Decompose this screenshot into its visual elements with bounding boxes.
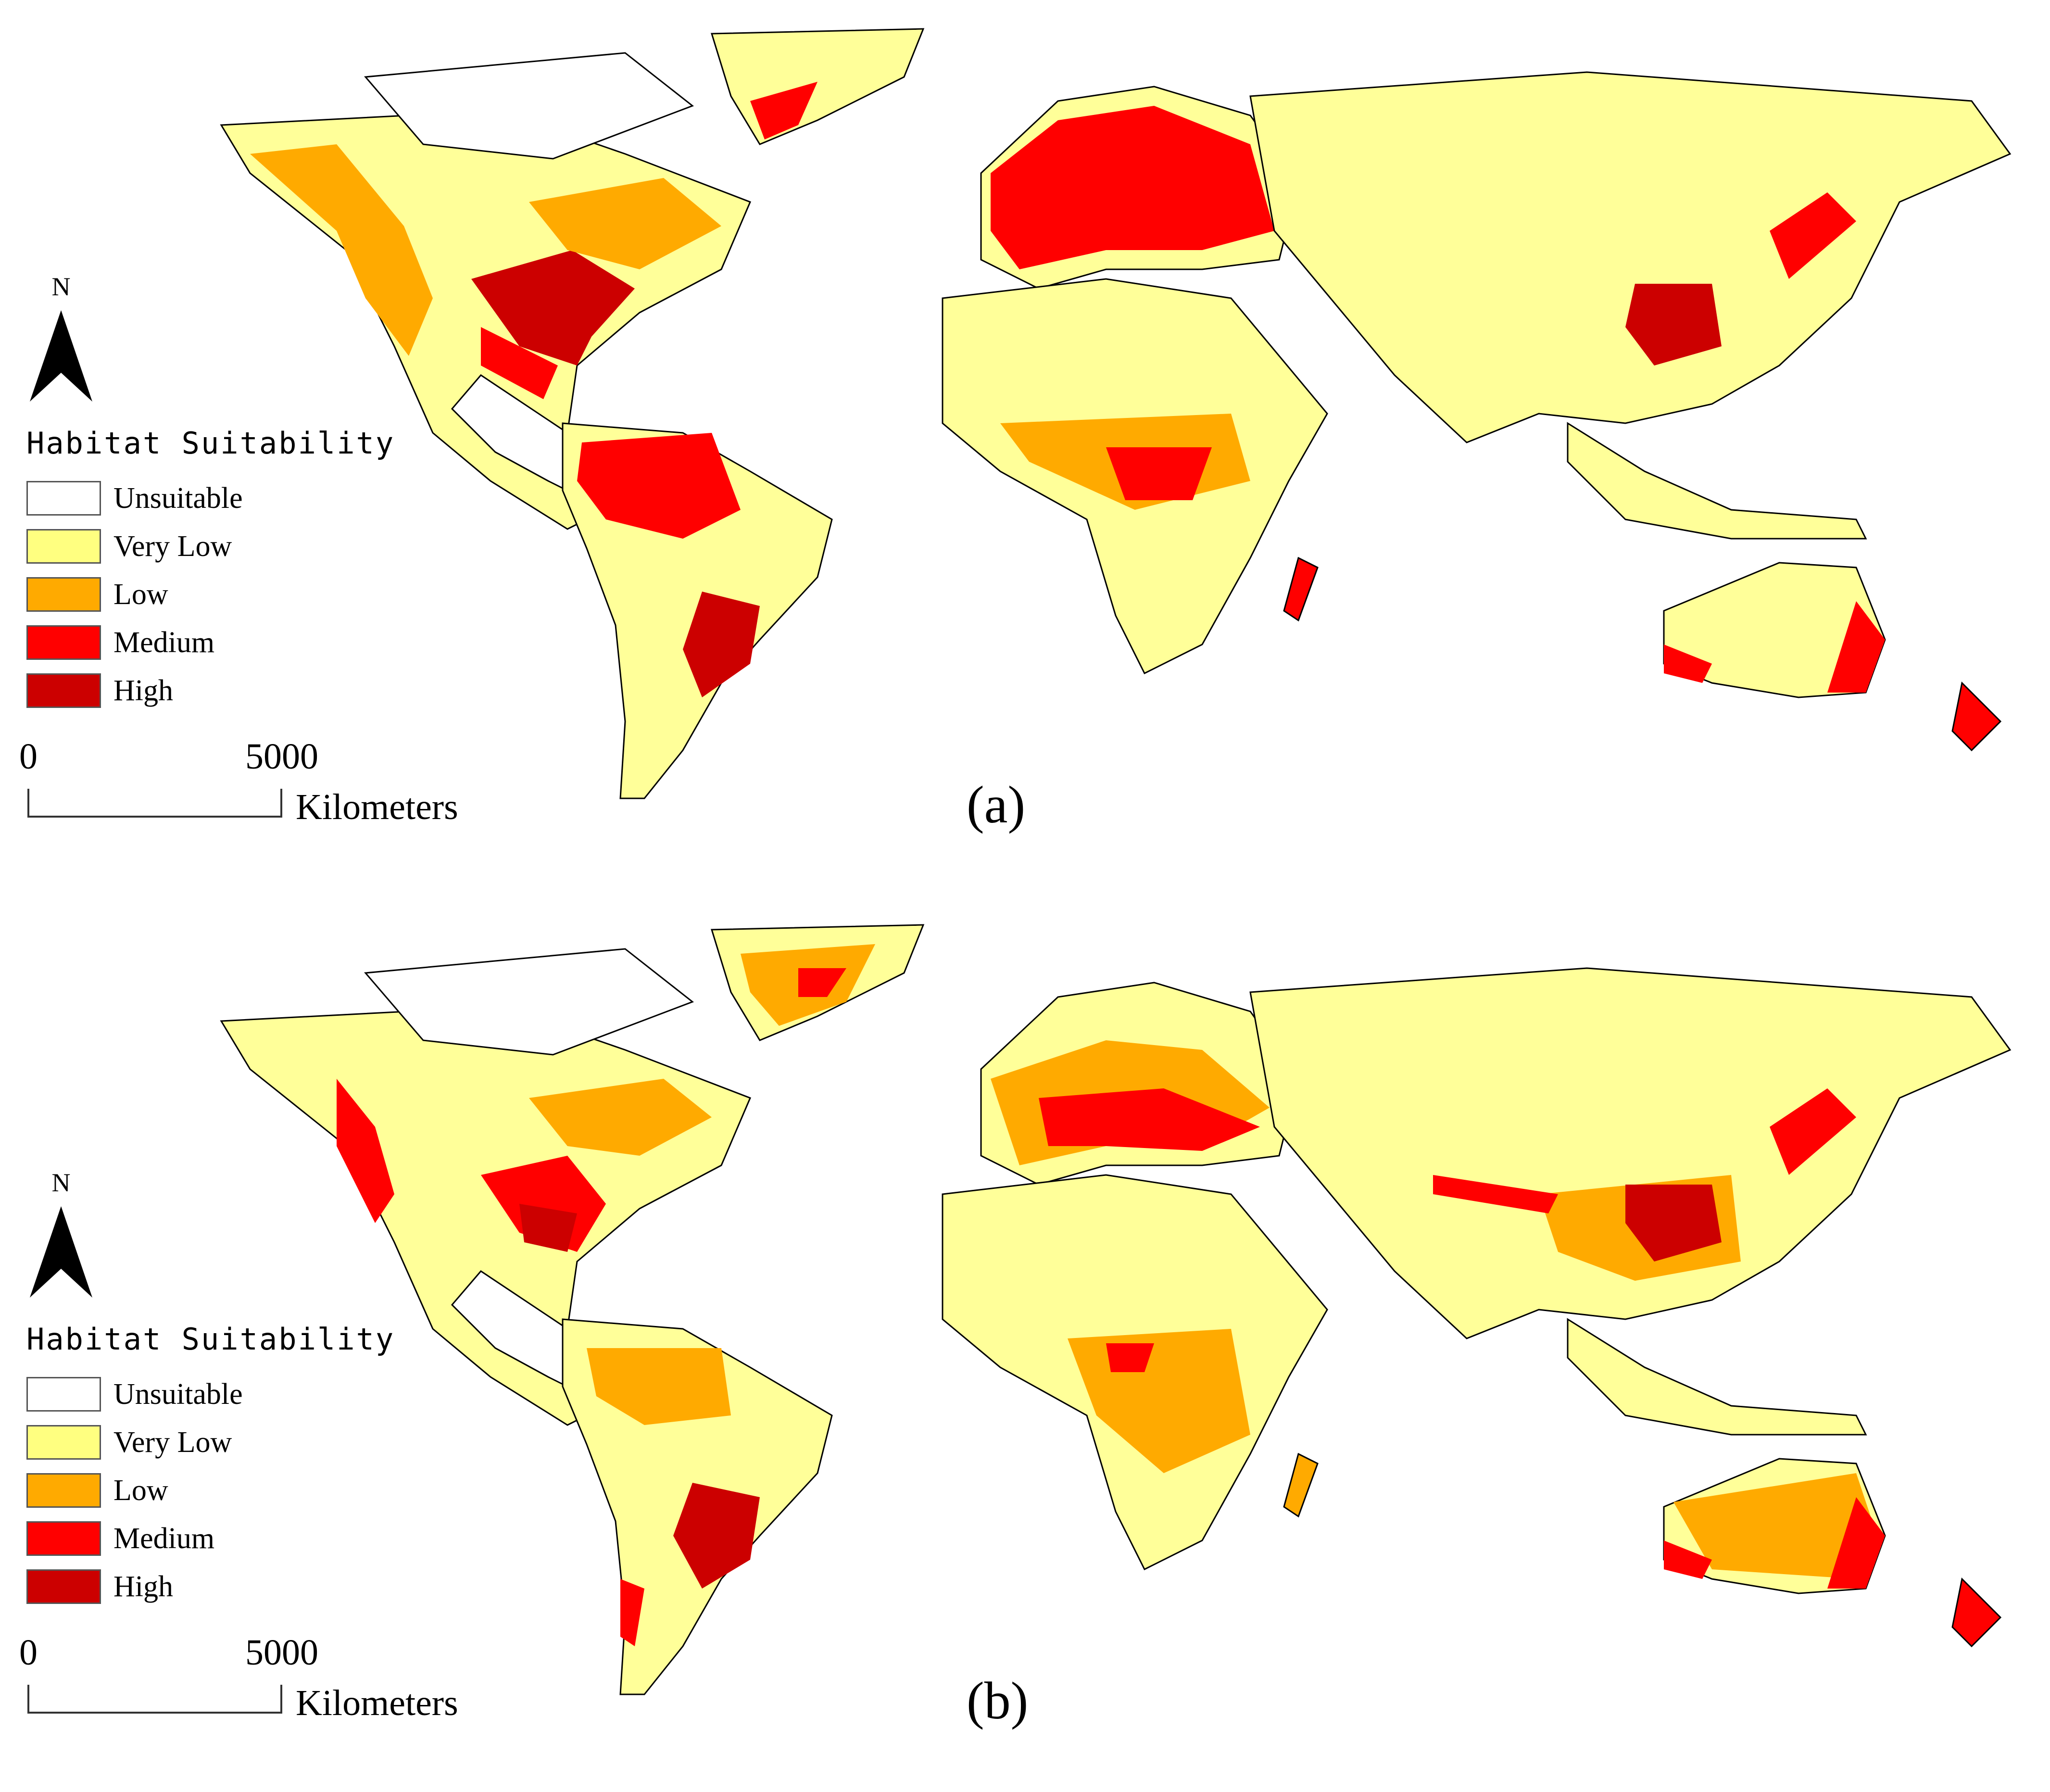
madagascar [1283, 556, 1319, 622]
japan-medium [1770, 1088, 1856, 1175]
east-us-medium [481, 1156, 606, 1252]
legend-label: Unsuitable [113, 1377, 243, 1411]
legend-label: Very Low [113, 530, 232, 563]
amazon-medium [577, 433, 741, 539]
map-panel-b: N Habitat Suitability Unsuitable Very Lo… [0, 896, 2050, 1792]
legend-swatch [26, 1569, 101, 1604]
legend-swatch [26, 577, 101, 612]
madagascar [1283, 1452, 1319, 1518]
legend-item-medium: Medium [26, 1514, 395, 1563]
chile-medium [620, 1579, 644, 1646]
legend-item-high: High [26, 667, 395, 715]
new-zealand [1951, 1577, 2002, 1648]
legend-item-very-low: Very Low [26, 1418, 395, 1466]
south-europe-medium [1039, 1088, 1260, 1151]
sw-australia-medium [1664, 644, 1712, 683]
canada-arctic [364, 52, 694, 160]
map-panel-a: N Habitat Suitability Unsuitable Very Lo… [19, 28, 2012, 837]
north-letter: N [51, 272, 71, 301]
legend-swatch [26, 1425, 101, 1460]
legend-title: Habitat Suitability [26, 1322, 395, 1357]
himalaya-medium [1433, 1175, 1558, 1213]
south-brazil-high [683, 592, 760, 697]
canada-arctic [364, 948, 694, 1056]
scale-bar-line [27, 1685, 282, 1714]
legend-label: Low [113, 1474, 168, 1507]
north-arrow-icon [30, 1206, 92, 1298]
north-arrow-icon [30, 310, 92, 402]
north-arrow: N [30, 1168, 92, 1298]
legend-label: Unsuitable [113, 481, 243, 515]
legend-item-low: Low [26, 1466, 395, 1514]
amazon-low [587, 1348, 731, 1425]
ne-america-low [529, 178, 721, 269]
greenland-medium [798, 968, 846, 997]
north-letter: N [51, 1168, 71, 1197]
legend-swatch [26, 529, 101, 564]
scale-start: 0 [19, 736, 38, 777]
legend: Habitat Suitability Unsuitable Very Low … [26, 426, 395, 715]
scale-bar: 0 5000 Kilometers [19, 736, 548, 837]
north-arrow: N [30, 272, 92, 402]
legend-swatch [26, 1521, 101, 1556]
panel-label-a: (a) [967, 775, 1026, 834]
west-coast-medium [337, 1079, 394, 1223]
legend-item-unsuitable: Unsuitable [26, 474, 395, 522]
congo-medium [1106, 1343, 1154, 1372]
southeast-asia [1567, 1318, 1867, 1436]
new-zealand [1951, 681, 2002, 752]
scale-end: 5000 [245, 736, 318, 777]
greenland [710, 28, 925, 145]
legend-swatch [26, 673, 101, 708]
congo-medium [1106, 447, 1212, 500]
legend-swatch [26, 481, 101, 516]
legend: Habitat Suitability Unsuitable Very Low … [26, 1322, 395, 1611]
legend-label: Medium [113, 1522, 215, 1555]
australia-low [1673, 1473, 1875, 1579]
asia [1249, 71, 2012, 443]
legend-title: Habitat Suitability [26, 426, 395, 461]
panel-label-b: (b) [967, 1671, 1029, 1730]
legend-swatch [26, 1377, 101, 1412]
asia [1249, 967, 2012, 1339]
legend-swatch [26, 1473, 101, 1508]
east-australia-medium [1827, 1497, 1885, 1589]
legend-label: Very Low [113, 1426, 232, 1459]
legend-label: High [113, 1570, 173, 1603]
ne-america-low [529, 1079, 712, 1156]
east-australia-medium [1827, 601, 1885, 693]
legend-item-very-low: Very Low [26, 522, 395, 570]
sw-australia-medium [1664, 1540, 1712, 1579]
scale-bar-line [27, 789, 282, 818]
legend-label: Medium [113, 626, 215, 659]
greenland-medium [750, 82, 817, 139]
legend-swatch [26, 625, 101, 660]
scale-start: 0 [19, 1632, 38, 1673]
legend-item-medium: Medium [26, 618, 395, 667]
world-map-a [220, 28, 2012, 799]
legend-item-high: High [26, 1563, 395, 1611]
japan-medium [1770, 192, 1856, 279]
scale-end: 5000 [245, 1632, 318, 1673]
scale-unit: Kilometers [296, 1683, 458, 1723]
scale-bar: 0 5000 Kilometers [19, 1632, 548, 1733]
legend-item-unsuitable: Unsuitable [26, 1370, 395, 1418]
world-map-b [220, 924, 2012, 1695]
nw-america-low [250, 144, 433, 356]
europe-medium [991, 106, 1274, 269]
mexico-medium [481, 327, 558, 399]
east-us-high [471, 250, 635, 366]
south-brazil-high [673, 1483, 760, 1589]
scale-unit: Kilometers [296, 787, 458, 827]
south-china-high [1625, 1185, 1722, 1262]
legend-label: Low [113, 578, 168, 611]
southeast-us-high [519, 1204, 577, 1252]
southeast-asia [1567, 422, 1867, 540]
south-china-high [1625, 284, 1722, 366]
legend-item-low: Low [26, 570, 395, 618]
legend-label: High [113, 674, 173, 707]
